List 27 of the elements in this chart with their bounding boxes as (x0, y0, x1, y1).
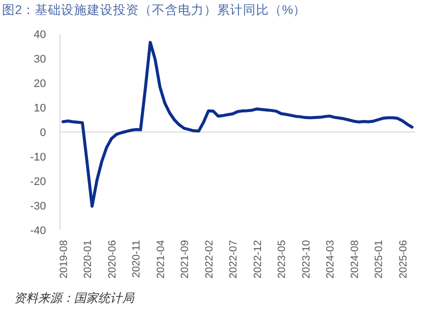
y-tick-label: -10 (30, 152, 46, 164)
y-tick-label: -30 (30, 200, 46, 212)
x-tick-label: 2023-05 (276, 240, 288, 279)
x-tick-label: 2024-03 (324, 240, 337, 279)
y-tick-label: -40 (30, 225, 46, 237)
y-tick-label: 10 (34, 102, 46, 114)
x-tick-label: 2020-01 (82, 240, 94, 279)
y-tick-label: 30 (34, 54, 46, 66)
x-tick-label: 2022-02 (203, 240, 216, 279)
x-tick-label: 2024-08 (348, 240, 361, 279)
x-tick-label: 2025-01 (373, 240, 386, 279)
y-tick-label: -20 (30, 176, 46, 188)
y-tick-label: 0 (40, 127, 46, 139)
x-tick-label: 2021-04 (154, 240, 167, 279)
x-tick-label: 2025-06 (397, 240, 410, 279)
x-tick-label: 2020-11 (130, 240, 143, 278)
x-tick-label: 2021-09 (179, 240, 192, 279)
x-tick-label: 2023-10 (300, 240, 312, 279)
y-tick-label: 20 (34, 78, 46, 90)
y-tick-label: 40 (34, 29, 46, 41)
text: 资料来源：国家统计局 (14, 291, 135, 305)
chart-title: 图2：基础设施建设投资（不含电力）累计同比（%） (2, 3, 306, 17)
x-tick-label: 2020-06 (106, 240, 118, 279)
x-tick-label: 2022-12 (252, 240, 264, 279)
x-tick-label: 2022-07 (228, 240, 240, 279)
line-series (62, 40, 414, 208)
x-tick-label: 2019-08 (58, 240, 70, 279)
